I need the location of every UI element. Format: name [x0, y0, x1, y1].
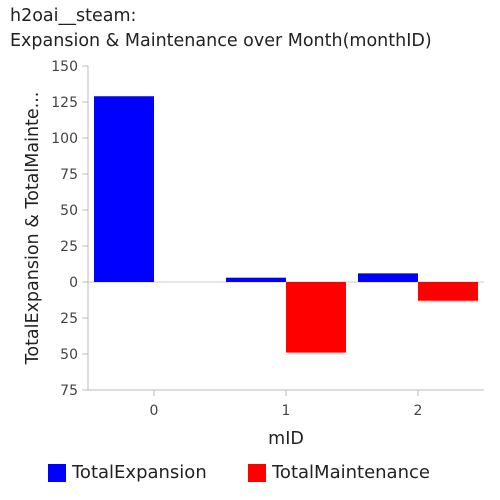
y-tick-label: 100 — [51, 131, 78, 147]
x-axis-title: mID — [268, 429, 304, 449]
chart-title-line-2: Expansion & Maintenance over Month(month… — [10, 31, 432, 51]
legend-label-totalexpansion: TotalExpansion — [72, 462, 207, 483]
y-tick-label: 25 — [60, 239, 78, 255]
legend-swatch-totalexpansion — [48, 463, 66, 482]
x-tick-label: 0 — [150, 403, 159, 419]
y-tick-label: 25 — [60, 311, 78, 327]
bar-totalexpansion-0 — [94, 96, 154, 283]
chart-title-line-1: h2oai__steam: — [10, 6, 137, 26]
y-tick-label: 50 — [60, 347, 78, 363]
x-tick-label: 1 — [282, 403, 291, 419]
legend: TotalExpansion TotalMaintenance — [0, 462, 500, 492]
y-tick-label: 50 — [60, 203, 78, 219]
y-tick-label: 75 — [60, 167, 78, 183]
x-tick-label: 2 — [414, 403, 423, 419]
legend-item-totalmaintenance[interactable]: TotalMaintenance — [248, 462, 430, 483]
y-axis-title: TotalExpansion & TotalMainte... — [23, 92, 43, 366]
legend-item-totalexpansion[interactable]: TotalExpansion — [48, 462, 207, 483]
legend-label-totalmaintenance: TotalMaintenance — [272, 462, 430, 483]
y-tick-label: 150 — [51, 59, 78, 75]
y-tick-label: 75 — [60, 383, 78, 399]
y-tick-label: 0 — [69, 275, 78, 291]
chart-title: h2oai__steam: Expansion & Maintenance ov… — [10, 4, 432, 54]
bar-totalmaintenance-2 — [418, 282, 478, 301]
y-tick-label: 125 — [51, 95, 78, 111]
bar-totalexpansion-2 — [358, 273, 418, 282]
legend-swatch-totalmaintenance — [248, 463, 266, 482]
bar-totalmaintenance-1 — [286, 282, 346, 353]
bar-totalexpansion-1 — [226, 277, 286, 282]
